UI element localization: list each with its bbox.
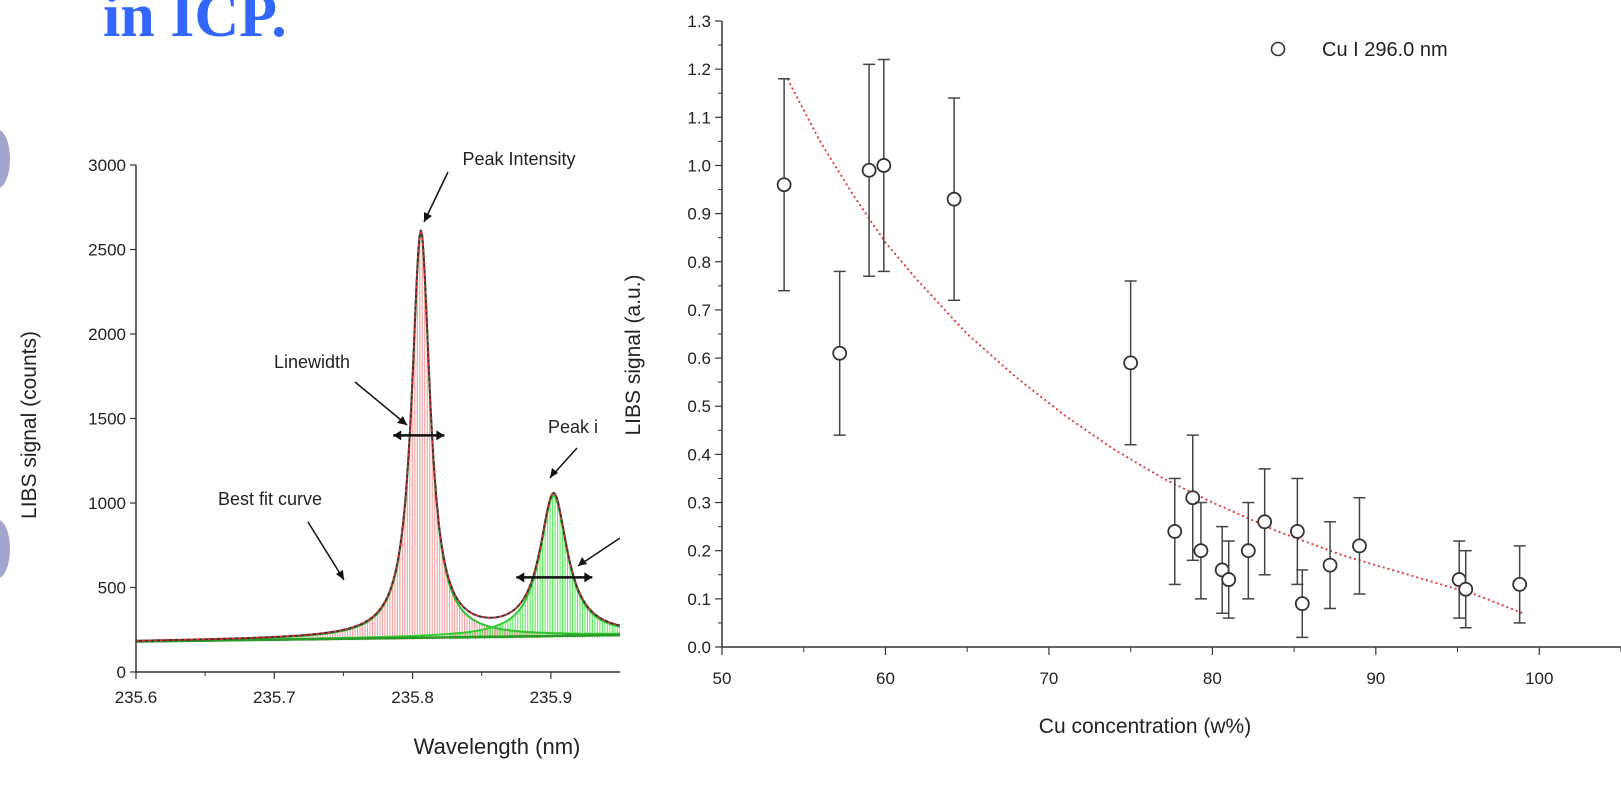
baseline-curve: [136, 633, 620, 643]
best-fit-curve: [136, 229, 620, 642]
data-point-group: [1294, 569, 1310, 639]
y-tick-label: 1.3: [687, 12, 711, 31]
y-tick-label: 0.4: [687, 445, 711, 464]
y-tick-label: 1.0: [687, 156, 711, 175]
data-point-group: [1185, 434, 1201, 562]
data-point-group: [1123, 280, 1139, 446]
annotation-arrowhead: [424, 212, 432, 222]
data-point-group: [1352, 496, 1367, 595]
data-point-group: [946, 97, 962, 302]
y-axis-label: LIBS signal (a.u.): [622, 274, 645, 435]
data-point-group: [1451, 540, 1467, 619]
annotation-arrow: [354, 381, 408, 426]
y-tick-label: 3000: [88, 156, 126, 175]
data-point-group: [1458, 549, 1474, 629]
annotation-peak-2: Peak i: [548, 417, 598, 437]
x-tick-label: 235.9: [530, 688, 573, 707]
y-tick-label: 0.8: [687, 253, 711, 272]
annotation-arrowhead: [336, 570, 344, 580]
legend-label: Cu I 296.0 nm: [1322, 39, 1448, 61]
x-tick-label: 50: [713, 669, 732, 688]
data-point: [946, 191, 962, 207]
y-tick-label: 0.7: [687, 301, 711, 320]
y-tick-label: 0: [117, 663, 126, 682]
y-axis-label: LIBS signal (counts): [18, 331, 41, 519]
y-tick-label: 1500: [88, 410, 126, 429]
y-tick-label: 500: [98, 579, 126, 598]
data-point-group: [1240, 501, 1256, 600]
y-tick-label: 0.2: [687, 542, 711, 561]
y-tick-label: 1.2: [687, 60, 711, 79]
data-point: [776, 177, 792, 193]
x-axis-label: Wavelength (nm): [414, 734, 581, 759]
data-point: [1221, 572, 1237, 587]
annotation-best-fit: Best fit curve: [218, 489, 322, 509]
y-tick-label: 1.1: [687, 108, 711, 127]
fit-curve: [786, 78, 1524, 615]
x-tick-label: 235.6: [115, 688, 158, 707]
data-point: [1451, 572, 1467, 587]
data-point-group: [1167, 477, 1183, 586]
data-point: [1214, 562, 1230, 578]
annotation-arrowhead: [578, 557, 587, 566]
data-point: [1123, 355, 1139, 371]
x-tick-label: 80: [1203, 669, 1222, 688]
y-tick-label: 0.9: [687, 205, 711, 224]
data-point: [1322, 557, 1338, 573]
data-point-group: [1193, 501, 1209, 600]
data-point: [832, 345, 848, 361]
data-point-group: [832, 270, 848, 436]
annotation-linewidth: Linewidth: [274, 352, 350, 372]
data-point: [1294, 596, 1310, 612]
data-point: [1512, 577, 1528, 592]
y-tick-label: 0.6: [687, 349, 711, 368]
x-axis-label: Cu concentration (w%): [1039, 715, 1251, 738]
x-tick-label: 90: [1366, 669, 1385, 688]
data-point: [1352, 538, 1367, 554]
decorative-edge-mark-lower: [0, 520, 10, 578]
x-tick-label: 100: [1525, 669, 1553, 688]
data-point-group: [776, 78, 792, 292]
data-point-group: [876, 58, 892, 273]
y-tick-label: 0.3: [687, 494, 711, 513]
data-point: [1193, 543, 1209, 559]
data-point: [1167, 524, 1183, 539]
y-tick-label: 2500: [88, 241, 126, 260]
data-point: [1289, 524, 1305, 539]
x-tick-label: 235.7: [253, 688, 296, 707]
annotation-arrow: [423, 171, 449, 223]
annotation-arrow: [307, 521, 345, 581]
spectrum-chart: 0 500 1000 1500 2000 2500 3000 235.6 235.7 235.8 2…: [18, 149, 620, 759]
legend-marker: [1270, 41, 1286, 57]
data-point-group: [1322, 521, 1338, 610]
data-point: [1185, 490, 1201, 506]
y-tick-label: 0.0: [687, 638, 711, 657]
data-point-group: [1512, 545, 1528, 624]
y-tick-label: 2000: [88, 325, 126, 344]
data-point-group: [1214, 525, 1230, 615]
data-point-group: [1289, 477, 1305, 586]
data-point-group: [1221, 540, 1237, 619]
data-point-group: [1257, 468, 1273, 576]
y-tick-label: 0.1: [687, 590, 711, 609]
annotation-arrowhead: [550, 468, 558, 478]
slide-title: in ICP.: [103, 0, 287, 50]
data-point-group: [861, 63, 877, 277]
annotation-arrowhead: [397, 416, 407, 425]
x-tick-label: 60: [876, 669, 895, 688]
data-point: [1240, 543, 1256, 559]
data-point: [1458, 581, 1474, 597]
annotation-peak-intensity: Peak Intensity: [462, 149, 575, 169]
x-tick-label: 235.8: [391, 688, 434, 707]
data-point: [1257, 514, 1273, 530]
y-tick-label: 0.5: [687, 397, 711, 416]
y-tick-label: 1000: [88, 494, 126, 513]
decorative-edge-mark-upper: [0, 130, 10, 188]
data-point: [861, 162, 877, 178]
linewidth-arrowheads: [516, 572, 593, 583]
data-point: [876, 158, 892, 173]
x-tick-label: 70: [1039, 669, 1058, 688]
